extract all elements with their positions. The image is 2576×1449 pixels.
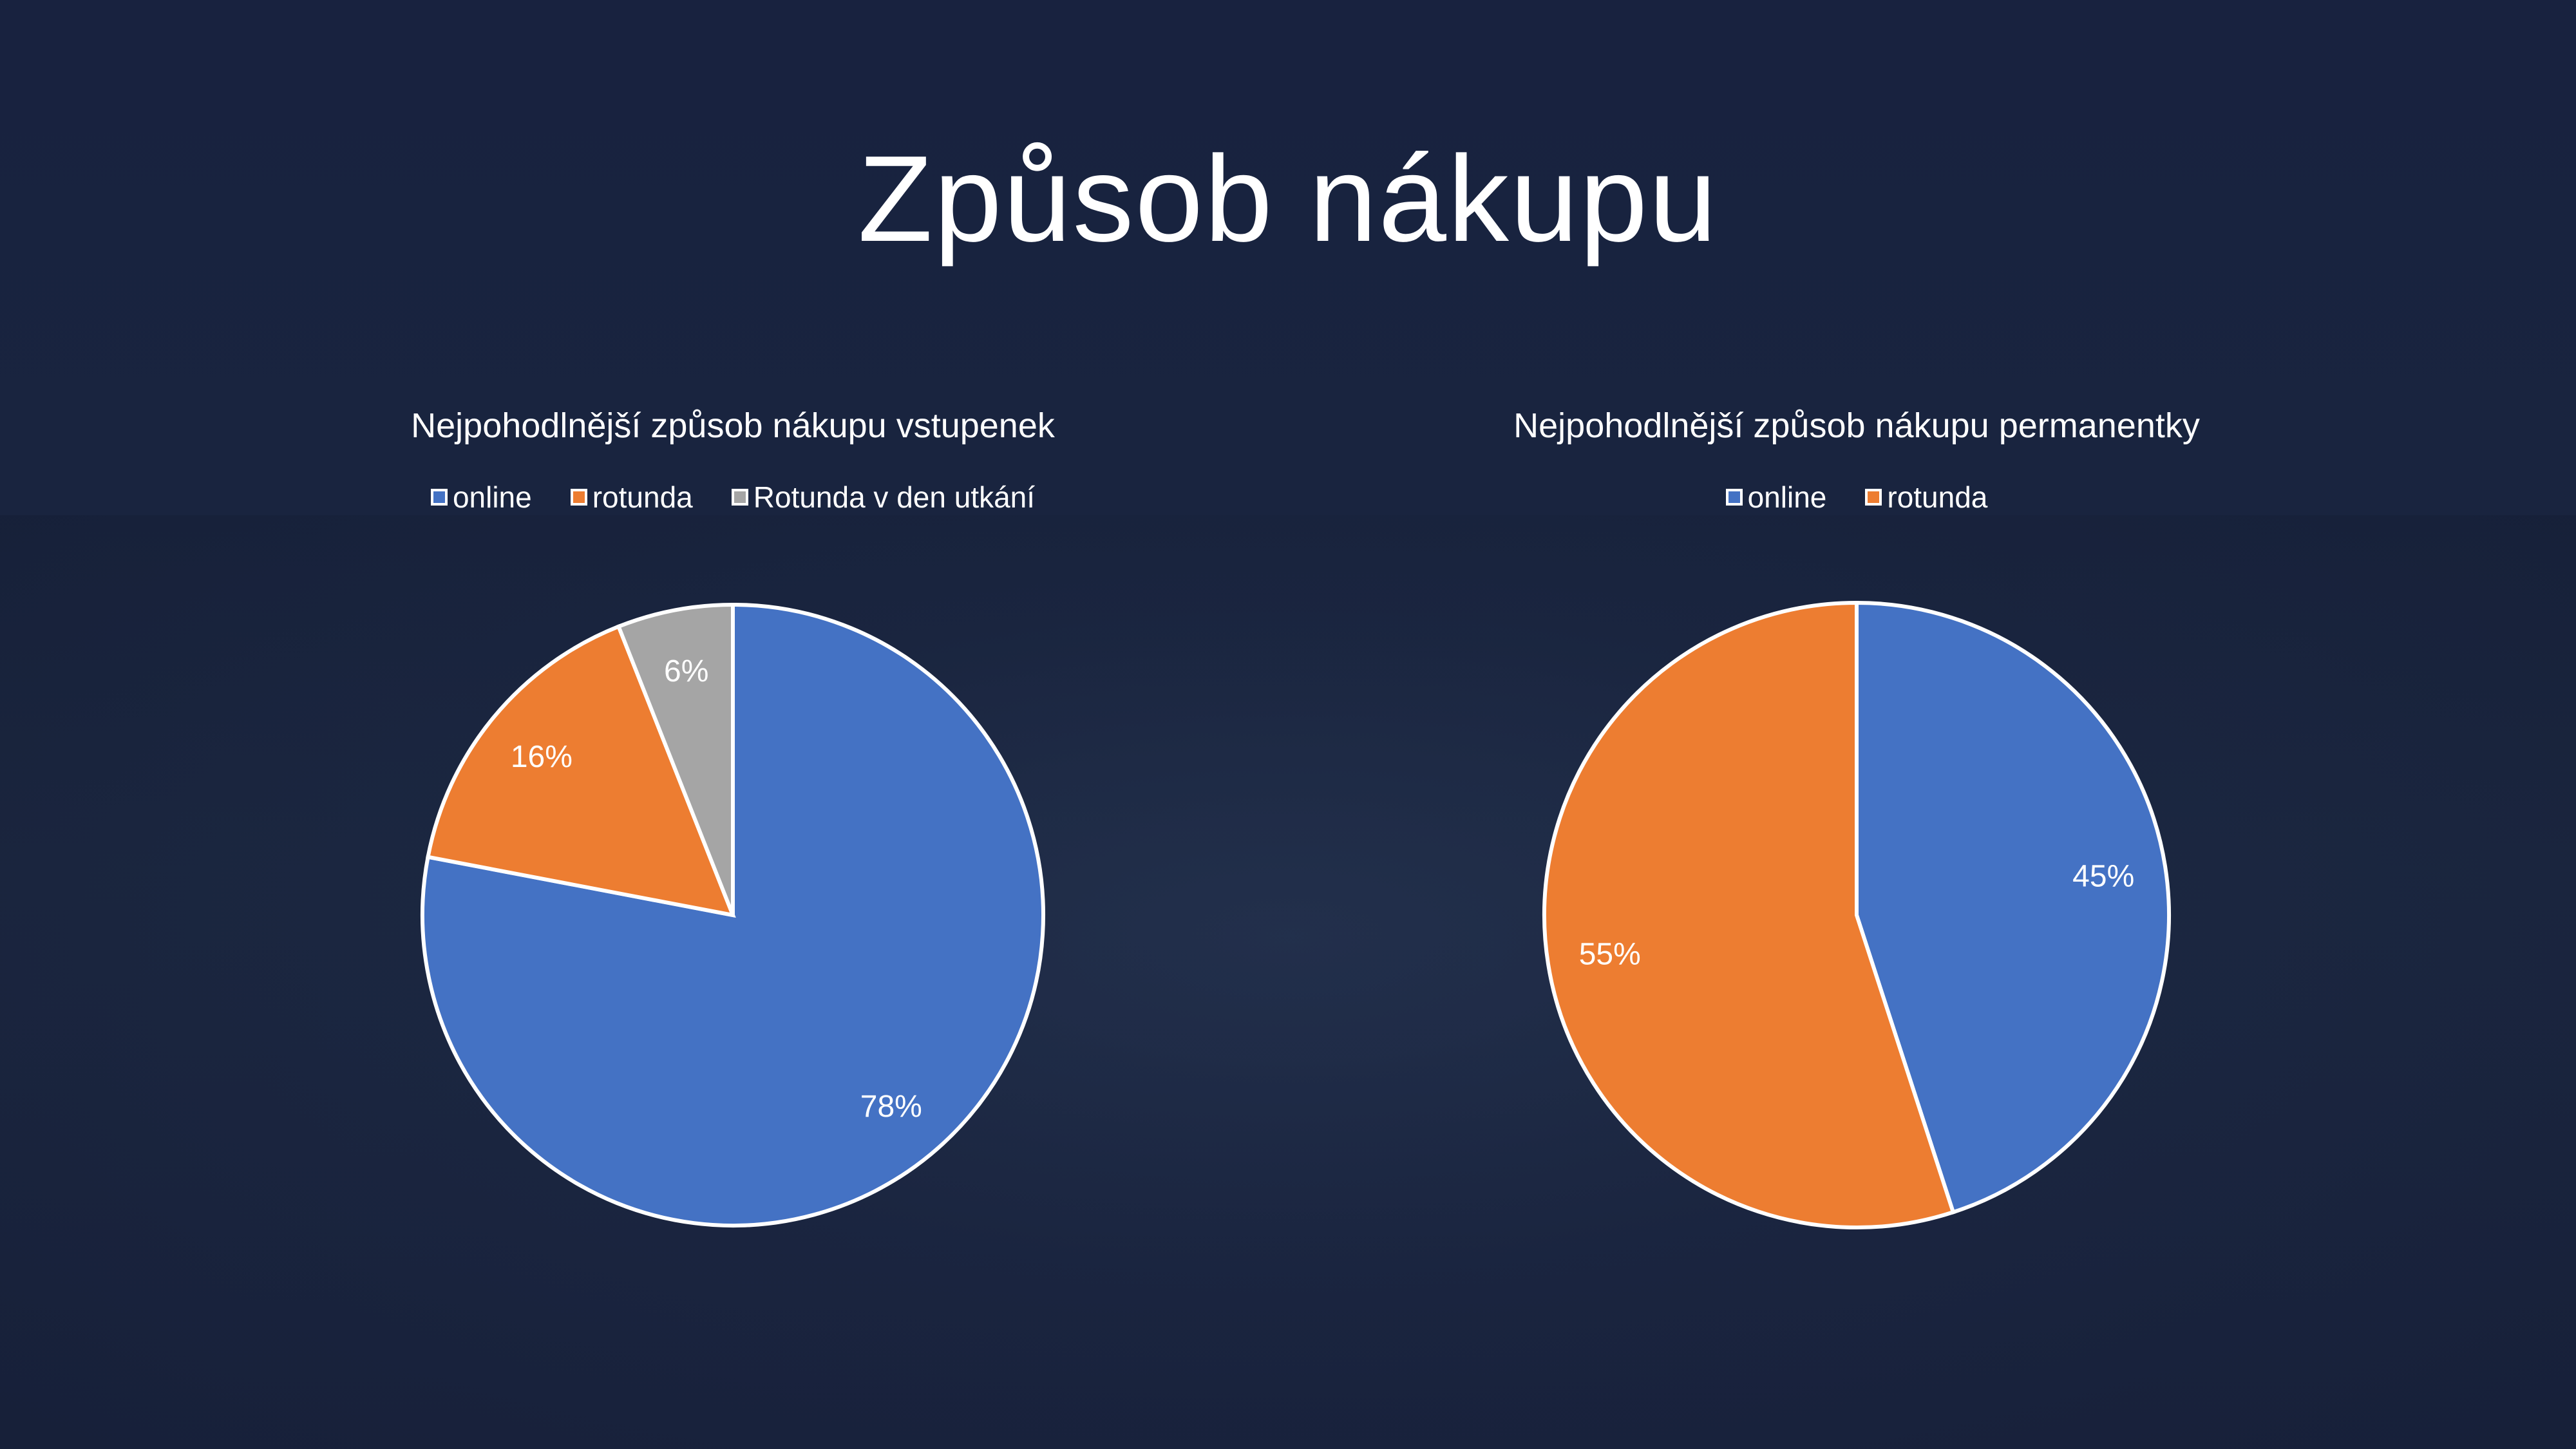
legend-season-ticket: online rotunda bbox=[1406, 480, 2307, 515]
legend-label: online bbox=[452, 480, 532, 514]
pie-slice-rotunda-v-den-utkání bbox=[616, 602, 735, 916]
chart-title-tickets: Nejpohodlnější způsob nákupu vstupenek bbox=[411, 406, 1055, 445]
data-label: 78% bbox=[860, 1090, 922, 1124]
legend-swatch bbox=[1865, 489, 1882, 506]
pie-slice-online bbox=[421, 602, 1045, 1227]
legend-item-rotunda: rotunda bbox=[570, 480, 693, 515]
chart-title-season-ticket: Nejpohodlnější způsob nákupu permanentky bbox=[1513, 406, 2200, 445]
legend-item-online: online bbox=[430, 480, 532, 515]
legend-swatch bbox=[731, 489, 748, 506]
legend-swatch bbox=[430, 489, 448, 506]
data-label: 6% bbox=[664, 654, 708, 688]
legend-label: Rotunda v den utkání bbox=[753, 480, 1036, 514]
legend-item-rotunda-match-day: Rotunda v den utkání bbox=[731, 480, 1036, 515]
legend-item-rotunda: rotunda bbox=[1865, 480, 1987, 515]
pie-slice-rotunda bbox=[426, 623, 736, 918]
legend-swatch bbox=[1725, 489, 1743, 506]
legend-swatch bbox=[570, 489, 587, 506]
slide-title: Způsob nákupu bbox=[858, 131, 1718, 267]
legend-label: rotunda bbox=[1887, 480, 1988, 514]
legend-tickets: online rotunda Rotunda v den utkání bbox=[282, 480, 1184, 515]
data-label: 16% bbox=[511, 740, 573, 774]
legend-label: rotunda bbox=[592, 480, 693, 514]
legend-label: online bbox=[1747, 480, 1827, 514]
legend-item-online: online bbox=[1725, 480, 1827, 515]
